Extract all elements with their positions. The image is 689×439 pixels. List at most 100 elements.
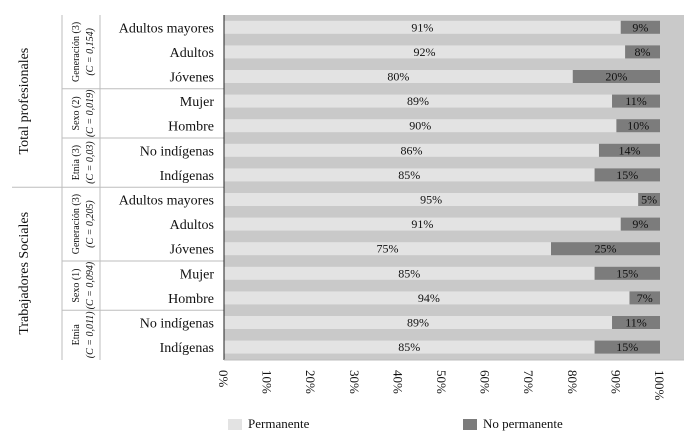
bar-permanente-trabajadores-sociales-adultos-mayores [224, 193, 639, 206]
label-permanente-trabajadores-sociales-jovenes: 75% [377, 242, 399, 256]
category-label-total-profesionales-adultos: Adultos [170, 46, 214, 61]
label-no-permanente-total-profesionales-jovenes: 20% [605, 70, 627, 84]
bar-no-permanente-trabajadores-sociales-adultos-mayores [638, 193, 660, 206]
bar-no-permanente-trabajadores-sociales-jovenes [551, 242, 660, 256]
x-tick-label-2: 20% [303, 370, 318, 394]
label-permanente-total-profesionales-no-indigenas: 86% [400, 143, 422, 157]
label-no-permanente-trabajadores-sociales-adultos-mayores: 5% [641, 193, 657, 207]
subgroup-stat-trabajadores-sociales-etnia: (C = 0,011) [85, 311, 96, 359]
label-no-permanente-total-profesionales-adultos: 8% [635, 45, 651, 59]
bar-no-permanente-total-profesionales-adultos [625, 45, 660, 59]
subgroup-label-total-profesionales-generacion-3: Generación (3) [71, 22, 82, 82]
bar-permanente-total-profesionales-hombre [224, 119, 617, 133]
bar-permanente-trabajadores-sociales-hombre [224, 291, 634, 305]
label-no-permanente-total-profesionales-adultos-mayores: 9% [632, 20, 648, 34]
label-permanente-trabajadores-sociales-indigenas: 85% [398, 340, 420, 354]
subgroup-stat-trabajadores-sociales-sexo-1: (C = 0,094) [85, 261, 96, 309]
x-tick-label-4: 40% [390, 370, 405, 394]
subgroup-label-trabajadores-sociales-generacion-3: Generación (3) [71, 194, 82, 254]
bar-permanente-trabajadores-sociales-jovenes [224, 242, 551, 256]
bar-no-permanente-trabajadores-sociales-no-indigenas [612, 316, 660, 329]
x-tick-label-5: 50% [434, 370, 449, 394]
category-label-total-profesionales-mujer: Mujer [180, 95, 215, 110]
category-label-total-profesionales-adultos-mayores: Adultos mayores [119, 21, 214, 36]
category-label-trabajadores-sociales-mujer: Mujer [180, 267, 215, 282]
subgroup-stat-trabajadores-sociales-generacion-3: (C = 0,205) [85, 200, 96, 248]
x-tick-label-6: 60% [478, 370, 493, 394]
category-label-trabajadores-sociales-adultos: Adultos [170, 218, 214, 233]
label-permanente-total-profesionales-hombre: 90% [409, 119, 431, 133]
label-no-permanente-total-profesionales-indigenas: 15% [616, 168, 638, 182]
bar-no-permanente-trabajadores-sociales-indigenas [594, 340, 660, 354]
x-tick-label-9: 90% [608, 370, 623, 394]
x-tick-label-10: 100% [652, 370, 667, 401]
bar-permanente-total-profesionales-adultos [224, 45, 626, 59]
bar-no-permanente-total-profesionales-adultos-mayores [620, 20, 660, 34]
bar-no-permanente-total-profesionales-jovenes [572, 70, 660, 83]
subgroup-label-total-profesionales-sexo-2: Sexo (2) [71, 96, 82, 130]
category-label-total-profesionales-indigenas: Indígenas [160, 169, 214, 184]
label-permanente-trabajadores-sociales-adultos-mayores: 95% [420, 193, 442, 207]
bar-permanente-trabajadores-sociales-adultos [224, 217, 621, 231]
bar-permanente-total-profesionales-jovenes [224, 70, 573, 83]
x-tick-label-3: 30% [347, 370, 362, 394]
x-tick-label-0: 0% [216, 370, 231, 388]
bar-no-permanente-trabajadores-sociales-hombre [629, 291, 660, 305]
legend-label-permanente: Permanente [248, 416, 310, 431]
legend-item-no-permanente: No permanente [463, 416, 563, 432]
plot-background [224, 15, 684, 360]
category-label-total-profesionales-jovenes: Jóvenes [170, 71, 214, 86]
bar-permanente-total-profesionales-adultos-mayores [224, 20, 621, 34]
x-tick-label-1: 10% [260, 370, 275, 394]
group-label-trabajadores-sociales: Trabajadores Sociales [17, 212, 32, 335]
label-permanente-trabajadores-sociales-mujer: 85% [398, 266, 420, 280]
label-no-permanente-total-profesionales-no-indigenas: 14% [618, 143, 640, 157]
bar-no-permanente-total-profesionales-hombre [616, 119, 660, 133]
label-permanente-total-profesionales-jovenes: 80% [387, 70, 409, 84]
label-no-permanente-trabajadores-sociales-no-indigenas: 11% [625, 316, 647, 330]
bar-no-permanente-total-profesionales-no-indigenas [598, 143, 660, 157]
category-label-total-profesionales-no-indigenas: No indígenas [140, 144, 214, 159]
subgroup-stat-total-profesionales-etnia-3: (C = 0,03) [85, 141, 96, 184]
label-no-permanente-trabajadores-sociales-hombre: 7% [637, 291, 653, 305]
bar-no-permanente-total-profesionales-indigenas [594, 168, 660, 182]
bar-no-permanente-trabajadores-sociales-adultos [620, 217, 660, 231]
label-no-permanente-trabajadores-sociales-adultos: 9% [632, 217, 648, 231]
bar-no-permanente-trabajadores-sociales-mujer [594, 266, 660, 280]
label-no-permanente-total-profesionales-mujer: 11% [625, 94, 647, 108]
category-label-trabajadores-sociales-hombre: Hombre [168, 292, 214, 307]
subgroup-stat-total-profesionales-generacion-3: (C = 0,154) [85, 27, 96, 75]
category-label-total-profesionales-hombre: Hombre [168, 120, 214, 135]
subgroup-label-total-profesionales-etnia-3: Etnia (3) [71, 145, 82, 180]
subgroup-stat-total-profesionales-sexo-2: (C = 0,019) [85, 89, 96, 137]
label-permanente-trabajadores-sociales-no-indigenas: 89% [407, 316, 429, 330]
bar-no-permanente-total-profesionales-mujer [612, 94, 660, 108]
x-tick-label-8: 80% [565, 370, 580, 394]
group-label-total-profesionales: Total profesionales [17, 48, 32, 155]
subgroup-label-trabajadores-sociales-etnia: Etnia [71, 324, 82, 346]
legend-swatch-no-permanente [463, 418, 477, 430]
category-label-trabajadores-sociales-no-indigenas: No indígenas [140, 317, 214, 332]
label-permanente-total-profesionales-adultos-mayores: 91% [411, 20, 433, 34]
bar-permanente-total-profesionales-indigenas [224, 168, 595, 182]
label-no-permanente-trabajadores-sociales-indigenas: 15% [616, 340, 638, 354]
bar-permanente-total-profesionales-no-indigenas [224, 143, 599, 157]
legend-item-permanente: Permanente [228, 416, 309, 432]
bar-permanente-total-profesionales-mujer [224, 94, 613, 108]
label-permanente-total-profesionales-indigenas: 85% [398, 168, 420, 182]
x-tick-label-7: 70% [521, 370, 536, 394]
label-permanente-total-profesionales-adultos: 92% [414, 45, 436, 59]
label-permanente-total-profesionales-mujer: 89% [407, 94, 429, 108]
label-no-permanente-total-profesionales-hombre: 10% [627, 119, 649, 133]
subgroup-label-trabajadores-sociales-sexo-1: Sexo (1) [71, 269, 82, 303]
legend-swatch-permanente [228, 418, 242, 430]
label-permanente-trabajadores-sociales-hombre: 94% [418, 291, 440, 305]
category-label-trabajadores-sociales-indigenas: Indígenas [160, 341, 214, 356]
bar-permanente-trabajadores-sociales-no-indigenas [224, 316, 613, 329]
label-no-permanente-trabajadores-sociales-jovenes: 25% [595, 242, 617, 256]
category-label-trabajadores-sociales-adultos-mayores: Adultos mayores [119, 194, 214, 209]
legend-label-no-permanente: No permanente [483, 416, 563, 431]
bar-permanente-trabajadores-sociales-mujer [224, 266, 595, 280]
bar-permanente-trabajadores-sociales-indigenas [224, 340, 595, 354]
